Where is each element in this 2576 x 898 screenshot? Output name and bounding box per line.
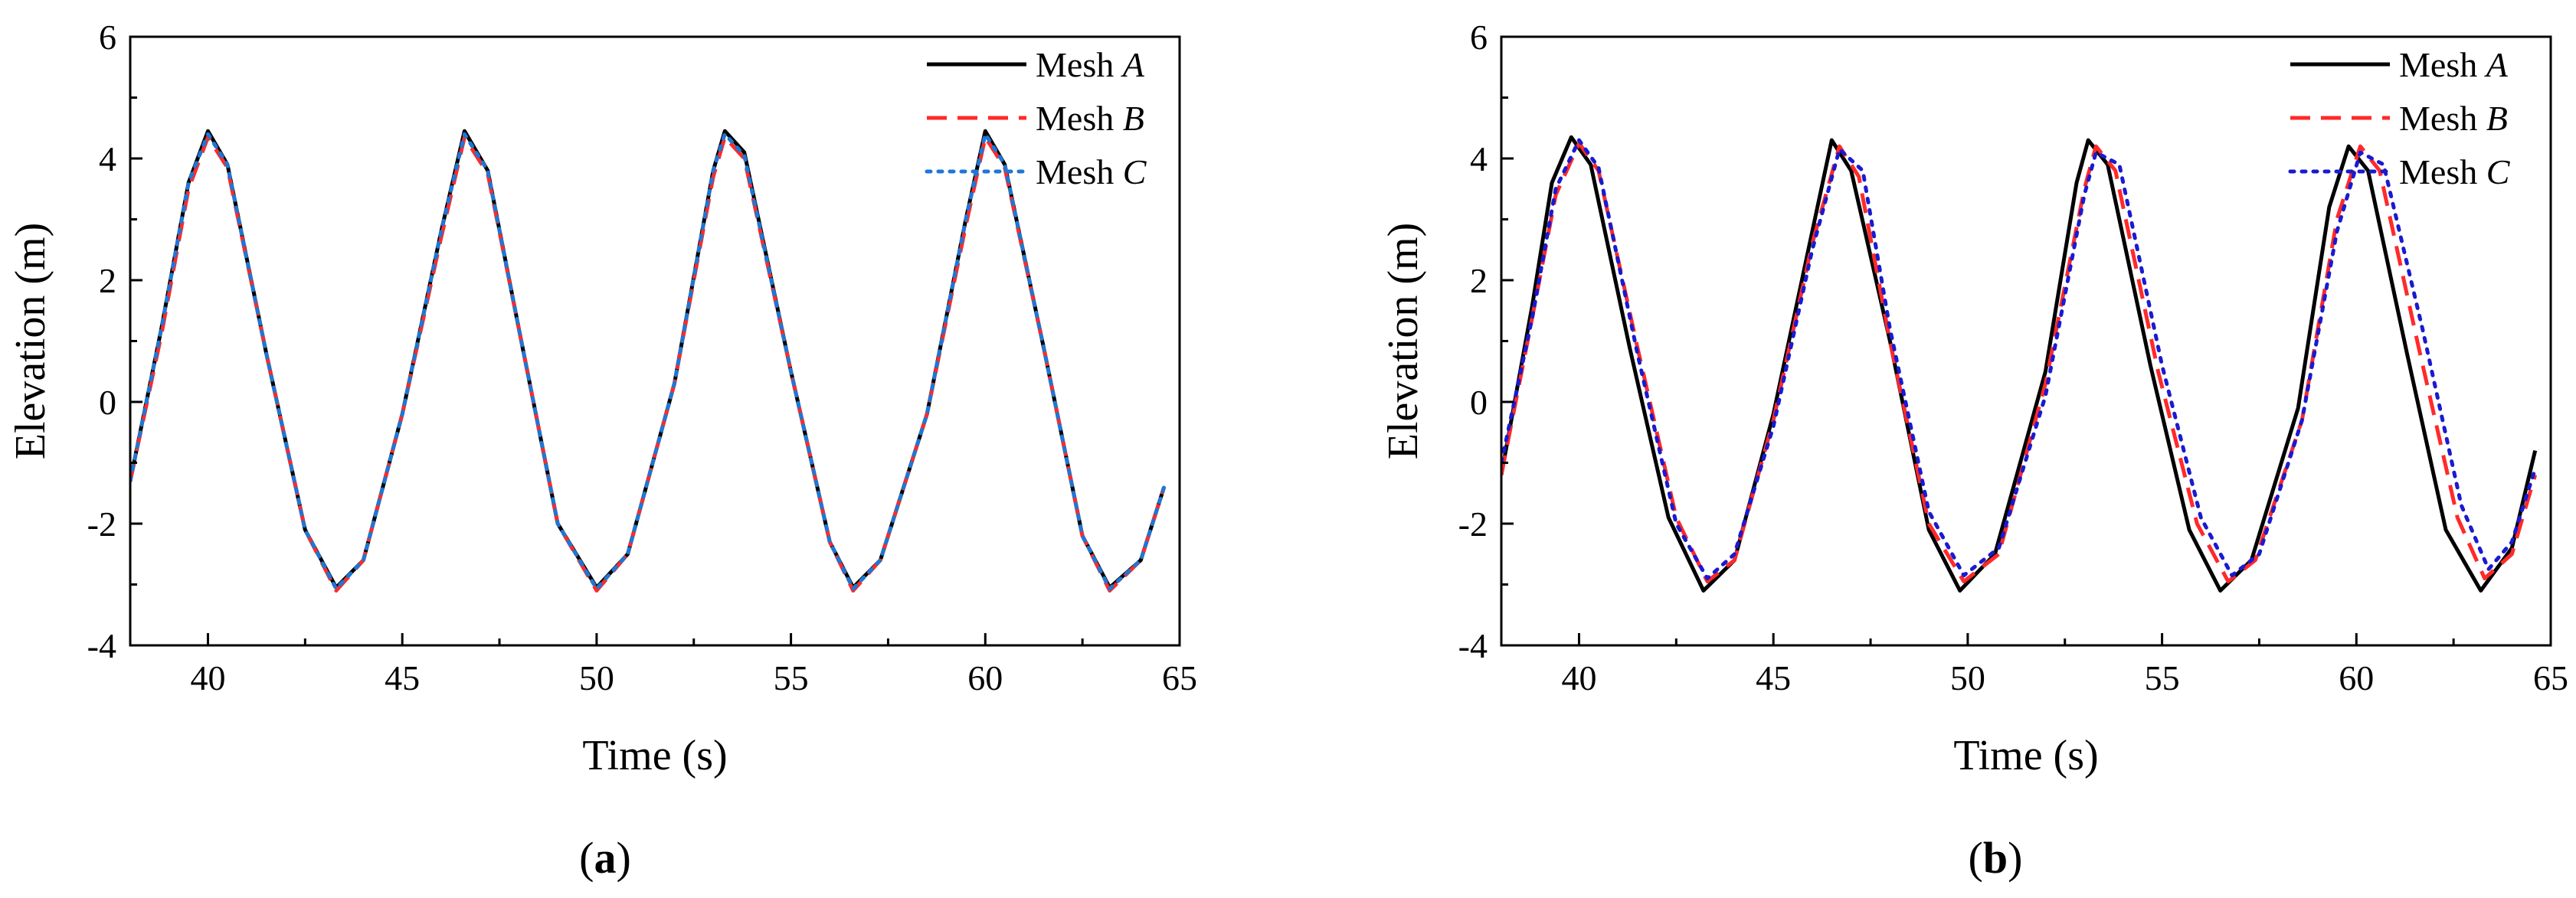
y-tick-label: 0 bbox=[1470, 383, 1488, 422]
plot-frame bbox=[1500, 35, 2552, 647]
legend-label: Mesh C bbox=[1036, 152, 1147, 191]
caption-open-paren: ( bbox=[579, 833, 594, 883]
legend-series-letter: B bbox=[2486, 99, 2508, 138]
x-tick-label: 60 bbox=[2339, 658, 2374, 697]
x-tick-label: 45 bbox=[385, 658, 420, 697]
series-line-mesh-b bbox=[130, 135, 1167, 593]
series-line-mesh-a bbox=[130, 129, 1167, 589]
y-tick-label: -2 bbox=[1458, 505, 1488, 544]
caption-close-paren: ) bbox=[2008, 833, 2022, 883]
caption-open-paren: ( bbox=[1969, 833, 1983, 883]
y-tick-label: 4 bbox=[99, 139, 116, 178]
y-tick-label: 6 bbox=[99, 18, 116, 57]
legend-series-letter: C bbox=[1123, 152, 1147, 191]
x-tick-label: 40 bbox=[1561, 658, 1596, 697]
y-tick-label: -2 bbox=[87, 505, 116, 544]
y-axis-title: Elevation (m) bbox=[1380, 223, 1427, 459]
chart-panel-a: 40 45 50 55 60 65 -4 -2 0 2 4 6 Time (s) Elevation (m… bbox=[7, 18, 1197, 883]
series-line-mesh-a bbox=[1501, 135, 2538, 593]
series-line-mesh-c bbox=[130, 132, 1167, 591]
x-tick-label: 55 bbox=[774, 658, 809, 697]
x-tick-label: 40 bbox=[190, 658, 225, 697]
y-axis-title: Elevation (m) bbox=[7, 223, 54, 459]
x-tick-label: 50 bbox=[1950, 658, 1985, 697]
x-axis-title: Time (s) bbox=[582, 732, 727, 779]
legend-prefix: Mesh bbox=[1036, 152, 1123, 191]
x-tick-label: 60 bbox=[967, 658, 1003, 697]
y-tick-label: -4 bbox=[1458, 626, 1488, 665]
legend-prefix: Mesh bbox=[1036, 45, 1123, 84]
legend-label: Mesh C bbox=[2399, 152, 2511, 191]
legend-series-letter: A bbox=[1121, 45, 1145, 84]
panel-caption: (b) bbox=[1969, 833, 2023, 883]
panel-caption: (a) bbox=[579, 833, 631, 883]
plot-frame bbox=[129, 35, 1181, 647]
x-tick-label: 45 bbox=[1756, 658, 1791, 697]
caption-close-paren: ) bbox=[617, 833, 631, 883]
legend-label: Mesh B bbox=[2399, 99, 2508, 138]
legend-prefix: Mesh bbox=[2399, 152, 2486, 191]
series-line-mesh-c bbox=[1501, 138, 2538, 580]
caption-letter: b bbox=[1983, 833, 2008, 883]
x-tick-label: 65 bbox=[1162, 658, 1197, 697]
legend-label: Mesh A bbox=[1036, 45, 1145, 84]
y-tick-label: 4 bbox=[1470, 139, 1488, 178]
y-tick-label: 2 bbox=[99, 261, 116, 300]
x-axis-title: Time (s) bbox=[1953, 732, 2098, 779]
legend-prefix: Mesh bbox=[2399, 45, 2486, 84]
x-tick-label: 55 bbox=[2145, 658, 2180, 697]
legend-series-letter: B bbox=[1123, 99, 1144, 138]
legend-prefix: Mesh bbox=[2399, 99, 2486, 138]
y-tick-label: 2 bbox=[1470, 261, 1488, 300]
y-tick-label: -4 bbox=[87, 626, 116, 665]
caption-letter: a bbox=[594, 833, 617, 883]
legend-prefix: Mesh bbox=[1036, 99, 1123, 138]
y-tick-label: 0 bbox=[99, 383, 116, 422]
legend-label: Mesh A bbox=[2399, 45, 2509, 84]
x-tick-label: 65 bbox=[2533, 658, 2568, 697]
legend-series-letter: C bbox=[2486, 152, 2511, 191]
x-tick-label: 50 bbox=[579, 658, 614, 697]
series-line-mesh-b bbox=[1501, 141, 2538, 583]
y-tick-label: 6 bbox=[1470, 18, 1488, 57]
legend-series-letter: A bbox=[2484, 45, 2509, 84]
chart-panel-b: 40 45 50 55 60 65 -4 -2 0 2 4 6 Time (s) Elevation (m… bbox=[1380, 18, 2568, 883]
legend-label: Mesh B bbox=[1036, 99, 1144, 138]
